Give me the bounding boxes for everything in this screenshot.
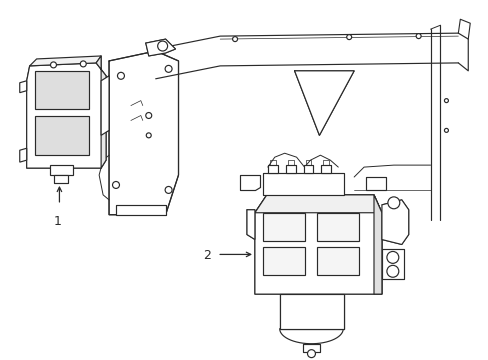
Polygon shape bbox=[116, 205, 165, 215]
Polygon shape bbox=[303, 165, 313, 173]
Polygon shape bbox=[49, 165, 73, 175]
Polygon shape bbox=[101, 76, 109, 135]
Polygon shape bbox=[109, 51, 178, 215]
Polygon shape bbox=[366, 177, 385, 190]
Polygon shape bbox=[20, 81, 27, 93]
Polygon shape bbox=[302, 344, 320, 352]
Circle shape bbox=[146, 133, 151, 138]
Circle shape bbox=[165, 186, 172, 193]
Polygon shape bbox=[254, 195, 381, 294]
Circle shape bbox=[112, 181, 119, 188]
Polygon shape bbox=[54, 175, 68, 183]
Polygon shape bbox=[317, 247, 358, 275]
Polygon shape bbox=[30, 56, 101, 66]
Polygon shape bbox=[96, 56, 106, 168]
Polygon shape bbox=[279, 294, 344, 329]
Circle shape bbox=[307, 350, 315, 357]
Polygon shape bbox=[254, 195, 381, 213]
Circle shape bbox=[157, 41, 167, 51]
Circle shape bbox=[415, 33, 420, 39]
Polygon shape bbox=[321, 165, 331, 173]
Polygon shape bbox=[263, 247, 304, 275]
Circle shape bbox=[386, 265, 398, 277]
Polygon shape bbox=[246, 210, 254, 239]
Polygon shape bbox=[263, 213, 304, 240]
Circle shape bbox=[145, 113, 151, 118]
Polygon shape bbox=[381, 249, 403, 279]
Polygon shape bbox=[240, 175, 259, 190]
Polygon shape bbox=[285, 165, 295, 173]
Circle shape bbox=[165, 66, 172, 72]
Circle shape bbox=[346, 35, 351, 40]
Circle shape bbox=[386, 251, 398, 264]
Circle shape bbox=[50, 62, 56, 68]
Polygon shape bbox=[27, 63, 106, 168]
Polygon shape bbox=[20, 148, 27, 162]
Circle shape bbox=[232, 37, 237, 41]
Polygon shape bbox=[35, 71, 89, 109]
Polygon shape bbox=[263, 173, 344, 195]
Polygon shape bbox=[317, 213, 358, 240]
Polygon shape bbox=[294, 71, 353, 135]
Polygon shape bbox=[381, 200, 408, 244]
Polygon shape bbox=[267, 165, 277, 173]
Circle shape bbox=[387, 197, 399, 209]
Text: 2: 2 bbox=[203, 249, 211, 262]
Polygon shape bbox=[35, 116, 89, 155]
Circle shape bbox=[80, 61, 86, 67]
Circle shape bbox=[444, 99, 447, 103]
Polygon shape bbox=[145, 39, 175, 56]
Circle shape bbox=[444, 129, 447, 132]
Circle shape bbox=[117, 72, 124, 79]
Polygon shape bbox=[373, 195, 381, 294]
Text: 1: 1 bbox=[53, 215, 61, 228]
